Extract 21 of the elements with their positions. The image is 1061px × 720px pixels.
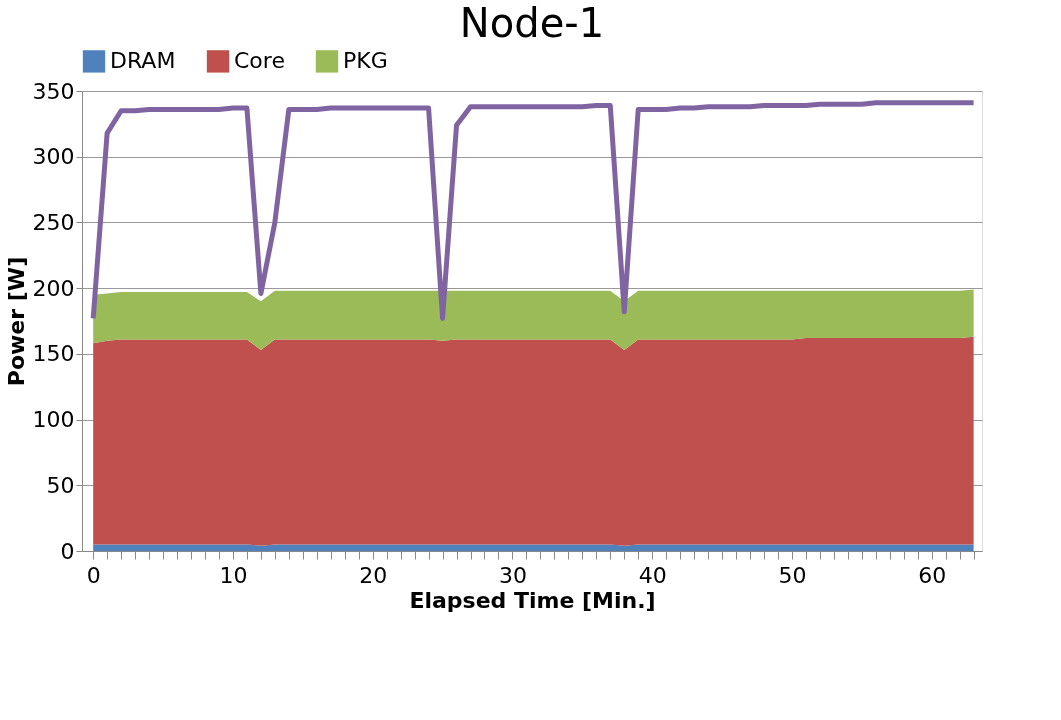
x-tick-label: 40 <box>638 562 667 588</box>
chart-title: Node-1 <box>459 0 605 46</box>
x-tick-label: 20 <box>359 562 388 588</box>
legend-label: PKG <box>343 48 388 74</box>
x-tick-label: 60 <box>918 562 947 588</box>
x-tick-label: 30 <box>498 562 527 588</box>
y-axis-title: Power [W] <box>3 256 29 387</box>
legend-label: DRAM <box>110 48 176 74</box>
y-tick-label: 350 <box>32 78 75 104</box>
y-tick-label: 150 <box>32 341 75 367</box>
y-tick-label: 50 <box>46 472 75 498</box>
y-tick-label: 250 <box>32 209 75 235</box>
y-tick-label: 200 <box>32 275 75 301</box>
x-tick-label: 10 <box>219 562 248 588</box>
y-tick-label: 100 <box>32 407 75 433</box>
x-tick-label: 0 <box>86 562 101 588</box>
legend-label: Core <box>234 48 285 74</box>
y-tick-label: 300 <box>32 144 75 170</box>
x-tick-label: 50 <box>778 562 807 588</box>
x-axis-title: Elapsed Time [Min.] <box>409 587 656 613</box>
y-tick-label: 0 <box>60 538 75 564</box>
